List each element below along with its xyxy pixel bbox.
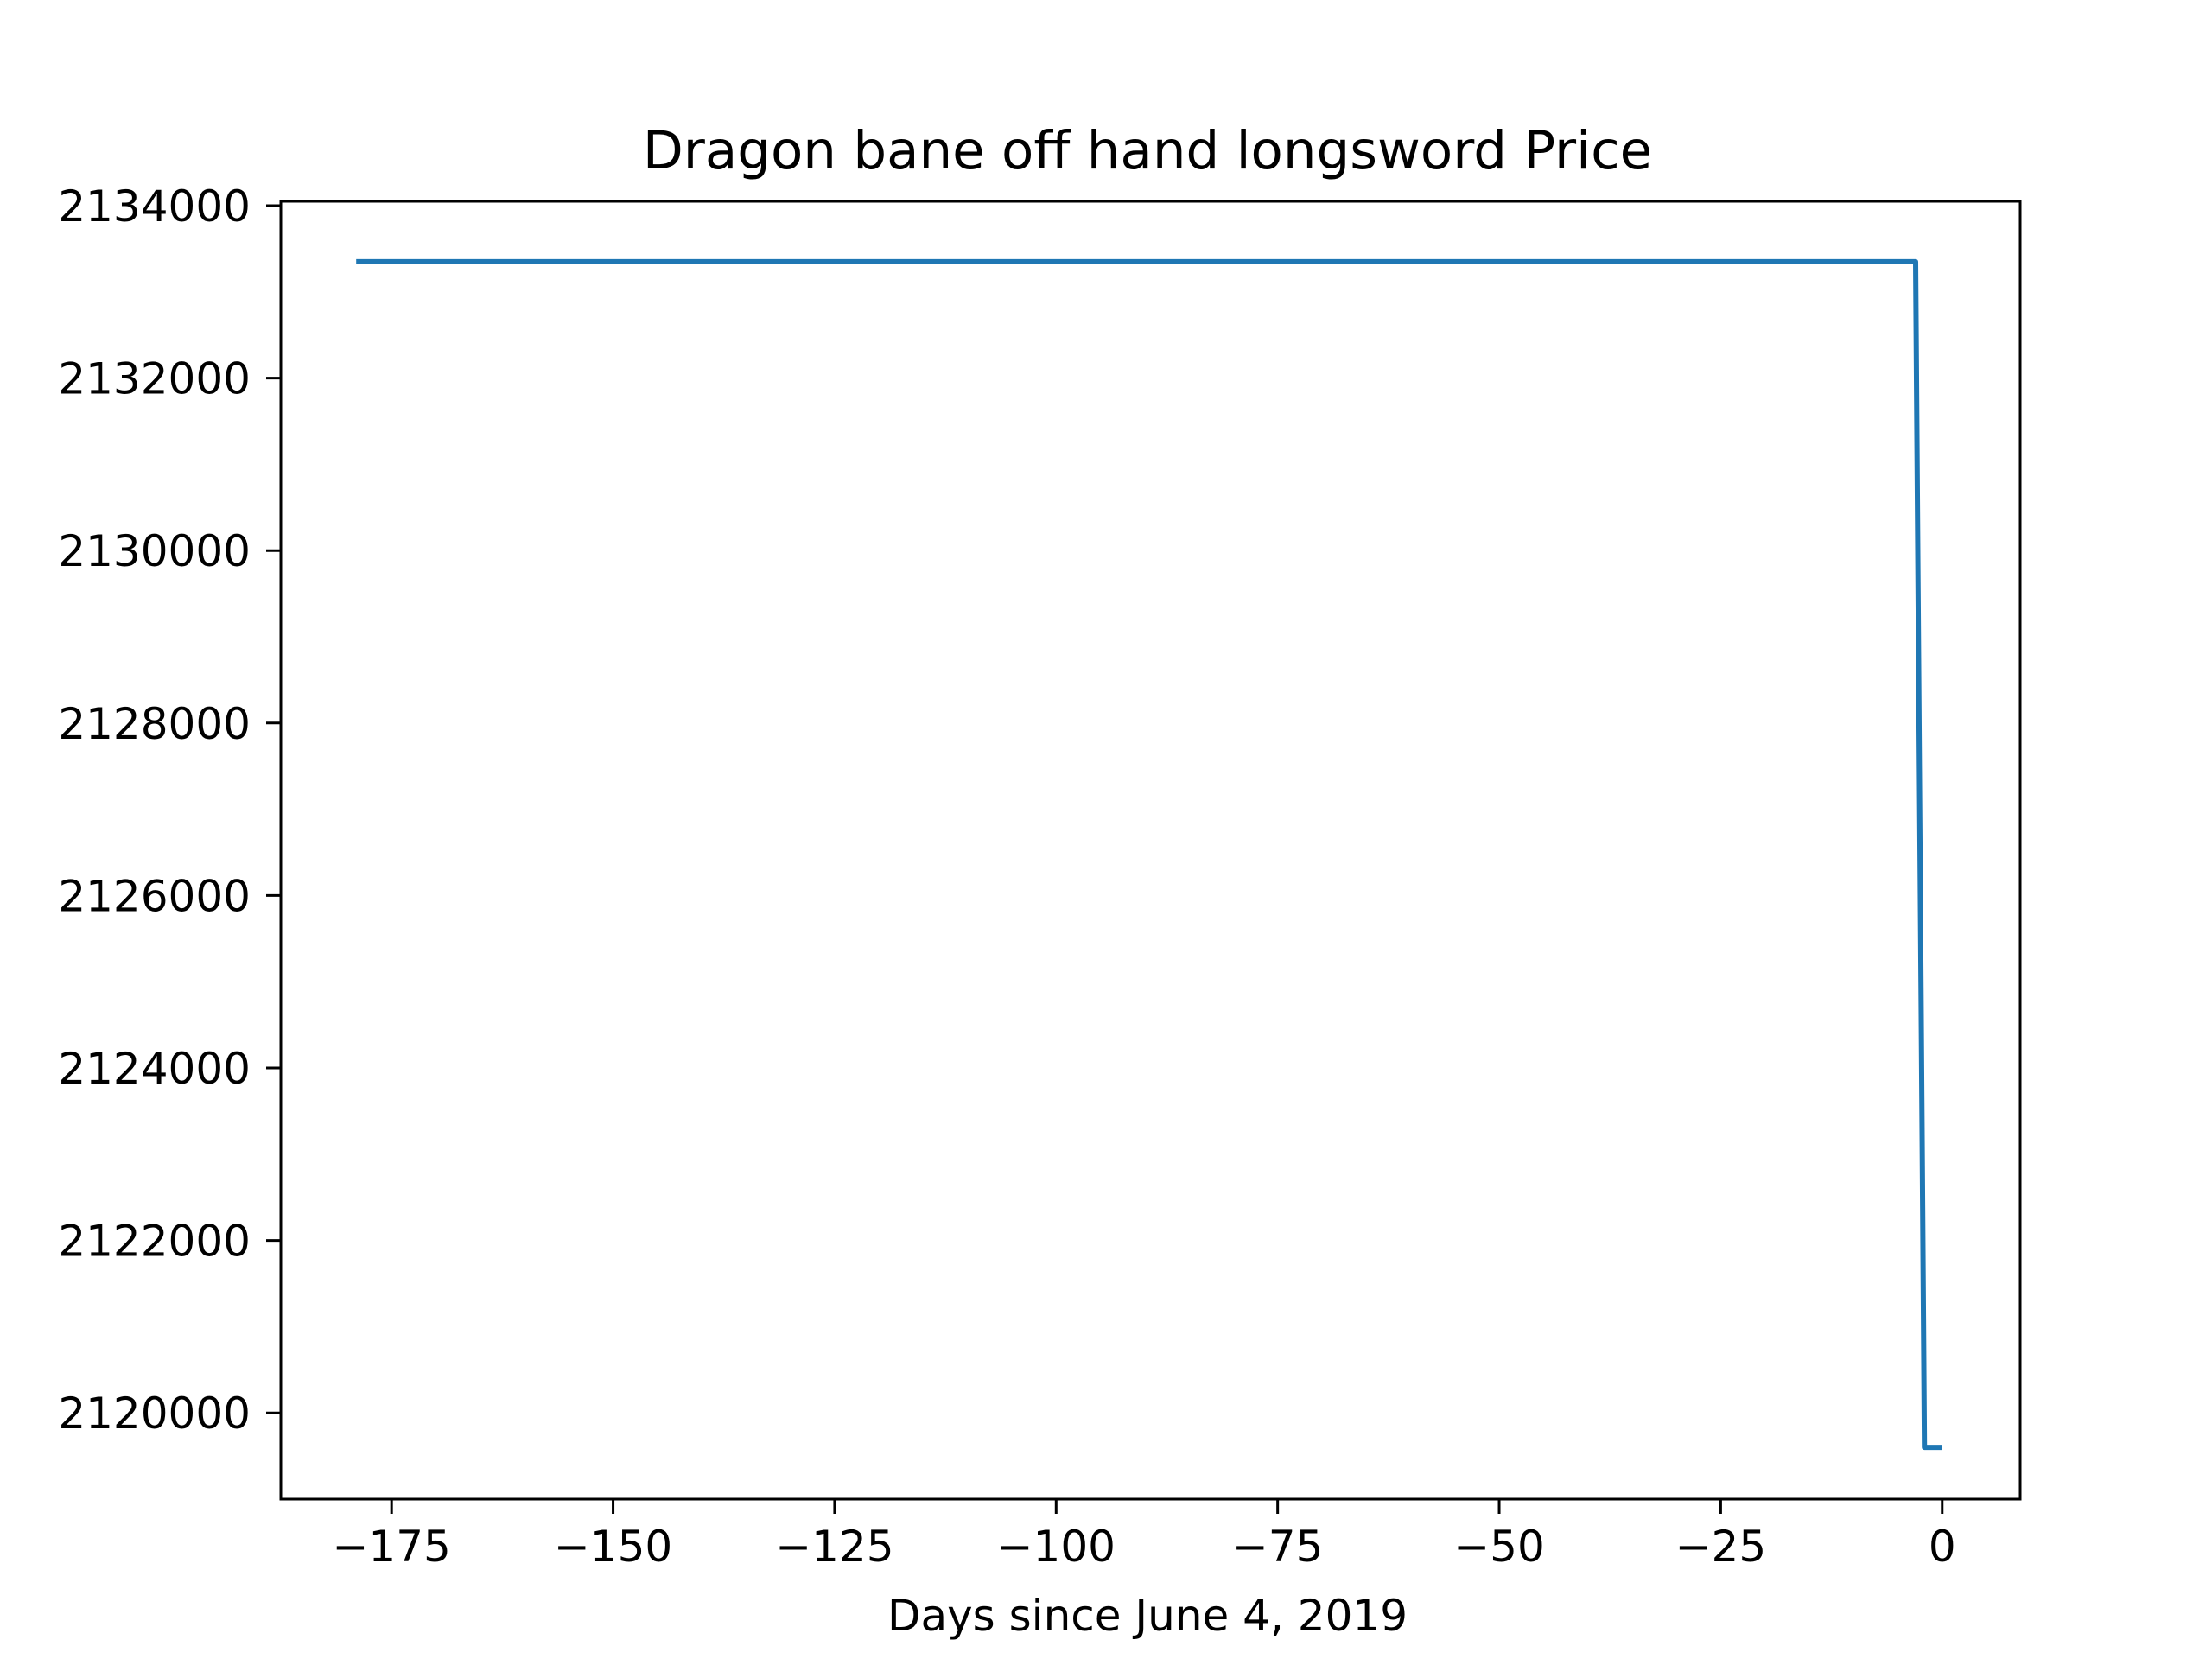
series-line-0 xyxy=(356,258,1942,1451)
y-tick-label: 2130000 xyxy=(58,526,251,576)
y-tick-label: 2128000 xyxy=(58,699,251,749)
x-tick-label: −50 xyxy=(1453,1522,1545,1572)
y-tick-label: 2132000 xyxy=(58,354,251,404)
x-axis-ticks: −175 −150 −125 −100 −75 −50 −25 0 xyxy=(333,1499,1956,1572)
x-tick-label: −100 xyxy=(997,1522,1116,1572)
y-tick-label: 2126000 xyxy=(58,871,251,921)
x-tick-label: 0 xyxy=(1929,1522,1956,1572)
y-tick-label: 2122000 xyxy=(58,1217,251,1267)
x-axis-label: Days since June 4, 2019 xyxy=(887,1591,1408,1641)
x-tick-label: −25 xyxy=(1675,1522,1767,1572)
y-tick-label: 2120000 xyxy=(58,1389,251,1439)
x-tick-label: −75 xyxy=(1232,1522,1324,1572)
x-tick-label: −175 xyxy=(333,1522,451,1572)
axes-frame xyxy=(279,200,2022,1501)
plot-area xyxy=(356,258,1942,1451)
y-axis-ticks: 2120000 2122000 2124000 2126000 2128000 21300… xyxy=(58,181,281,1439)
x-tick-label: −150 xyxy=(554,1522,672,1572)
y-tick-label: 2134000 xyxy=(58,181,251,232)
chart-title: Dragon bane off hand longsword Price xyxy=(643,120,1652,181)
y-tick-label: 2124000 xyxy=(58,1044,251,1094)
x-tick-label: −125 xyxy=(775,1522,893,1572)
